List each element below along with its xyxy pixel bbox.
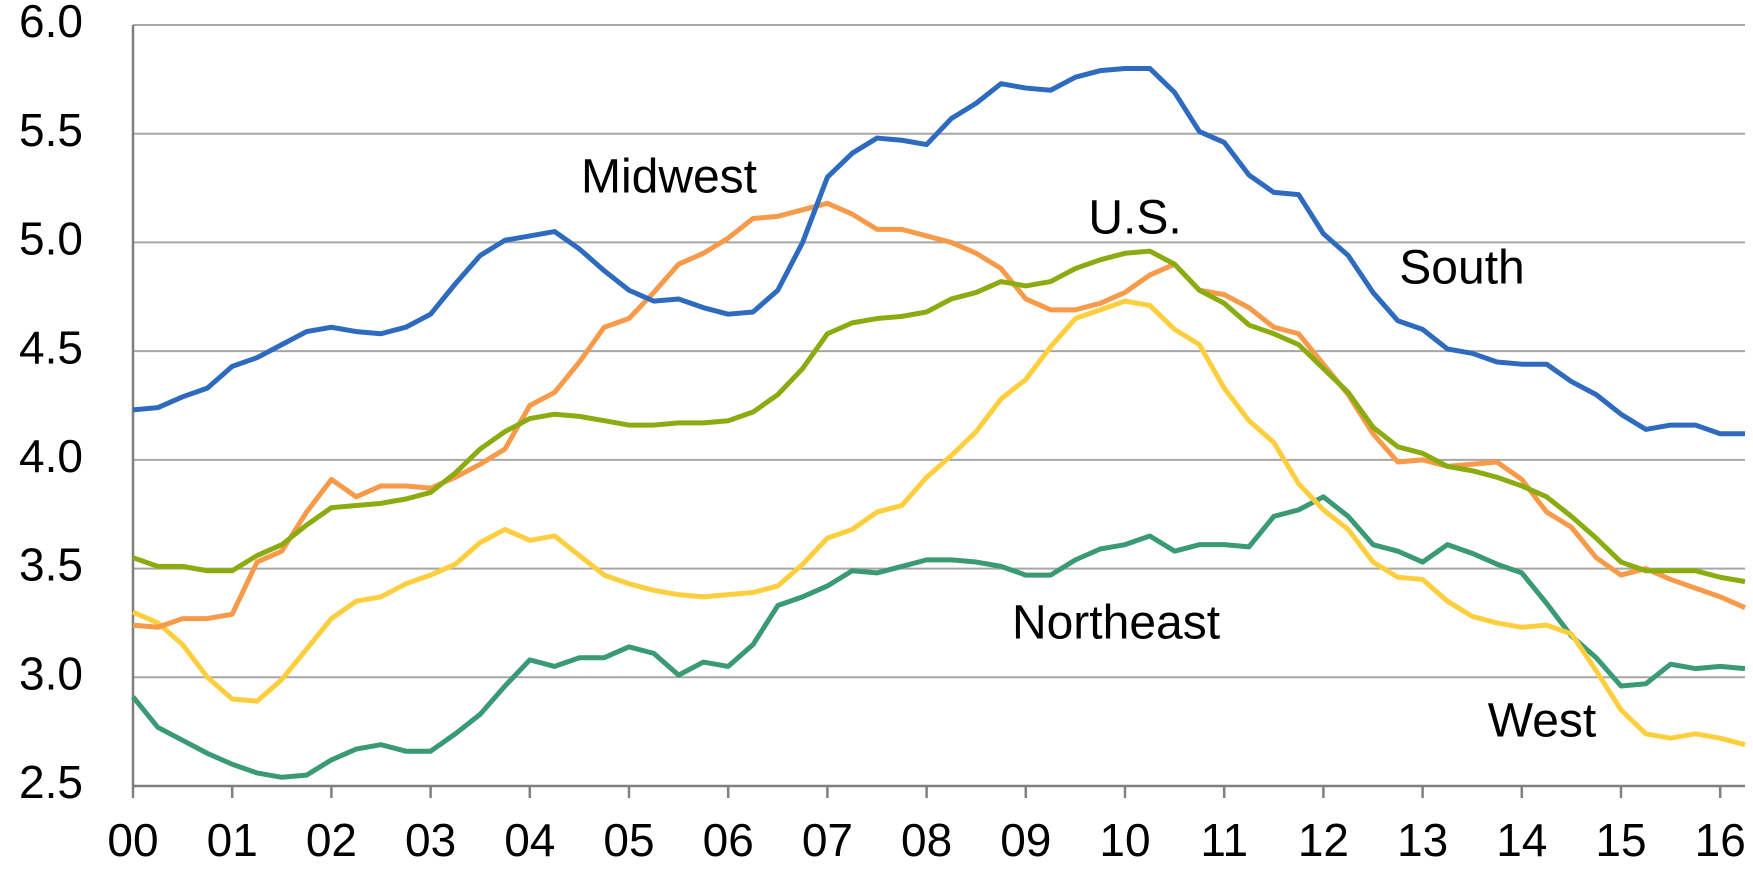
x-tick-label: 13 bbox=[1397, 814, 1448, 866]
series-label: U.S. bbox=[1088, 192, 1181, 245]
x-tick-label: 11 bbox=[1200, 814, 1248, 866]
x-tick-label: 09 bbox=[1000, 814, 1051, 866]
x-tick-label: 10 bbox=[1099, 814, 1150, 866]
y-tick-label: 3.0 bbox=[19, 647, 83, 699]
series-line bbox=[132, 200, 1747, 630]
x-tick-label: 01 bbox=[207, 814, 258, 866]
series-label: South bbox=[1399, 242, 1524, 295]
x-tick-label: 02 bbox=[306, 814, 357, 866]
x-tick-label: 07 bbox=[802, 814, 853, 866]
x-tick-label: 03 bbox=[405, 814, 456, 866]
x-tick-label: 14 bbox=[1496, 814, 1547, 866]
x-tick-label: 15 bbox=[1595, 814, 1646, 866]
series-label: Midwest bbox=[581, 151, 757, 204]
x-tick-label: 06 bbox=[703, 814, 754, 866]
x-tick-label: 16 bbox=[1695, 814, 1746, 866]
series-line bbox=[131, 494, 1746, 780]
x-tick-label: 00 bbox=[107, 814, 158, 866]
series-label: West bbox=[1488, 695, 1596, 748]
y-tick-label: 3.5 bbox=[19, 539, 83, 591]
y-tick-label: 2.5 bbox=[19, 756, 83, 808]
series-line bbox=[132, 248, 1746, 585]
series-line bbox=[131, 298, 1746, 748]
y-tick-label: 5.0 bbox=[19, 213, 83, 265]
x-tick-label: 05 bbox=[603, 814, 654, 866]
x-tick-label: 04 bbox=[504, 814, 555, 866]
y-tick-label: 4.5 bbox=[19, 321, 83, 373]
x-tick-label: 12 bbox=[1298, 814, 1349, 866]
x-tick-label: 08 bbox=[901, 814, 952, 866]
y-tick-label: 4.0 bbox=[19, 430, 83, 482]
y-tick-label: 5.5 bbox=[19, 104, 83, 156]
series-label: Northeast bbox=[1012, 597, 1220, 650]
series-line bbox=[132, 65, 1745, 437]
y-tick-label: 6.0 bbox=[19, 0, 83, 47]
